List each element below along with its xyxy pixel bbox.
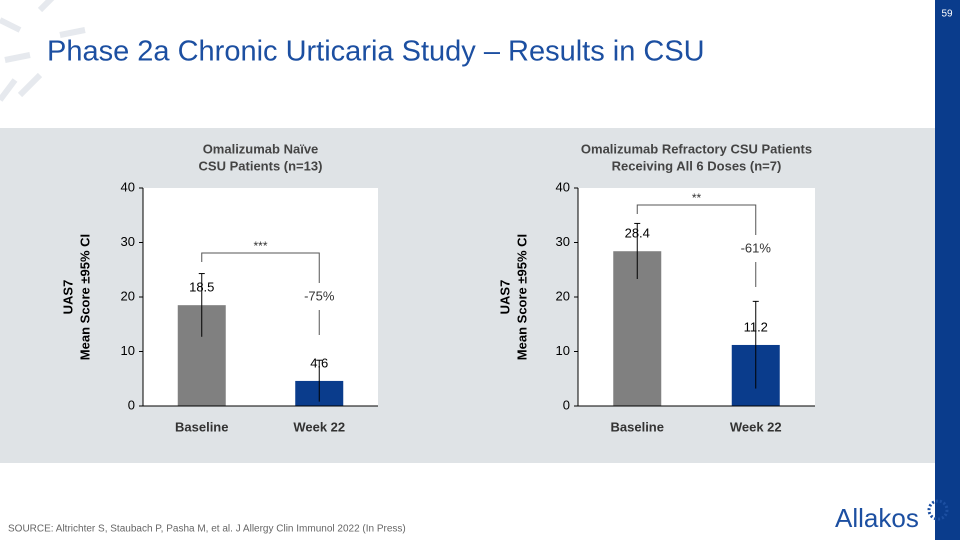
annotation: *** <box>253 239 267 253</box>
annotation: -75% <box>304 288 335 303</box>
y-axis-label: Mean Score ±95% CI <box>514 234 529 360</box>
x-tick-label: Week 22 <box>730 419 782 434</box>
chart-title: Receiving All 6 Doses (n=7) <box>612 158 782 173</box>
y-tick-label: 30 <box>121 234 135 249</box>
page-number: 59 <box>941 9 953 20</box>
y-tick-label: 40 <box>556 179 570 194</box>
y-tick-label: 10 <box>556 343 570 358</box>
y-tick-label: 0 <box>563 397 570 412</box>
value-label: 11.2 <box>744 319 768 334</box>
decoration <box>0 0 86 102</box>
chart-title: Omalizumab Naïve <box>203 141 319 156</box>
x-tick-label: Baseline <box>175 419 228 434</box>
source: SOURCE: Altrichter S, Staubach P, Pasha … <box>8 524 406 535</box>
y-tick-label: 20 <box>556 288 570 303</box>
bracket <box>201 252 320 283</box>
logo-mark <box>927 499 949 521</box>
value-label: 4.6 <box>310 355 328 370</box>
y-tick-label: 20 <box>121 288 135 303</box>
y-tick-label: 40 <box>121 179 135 194</box>
y-axis-label: UAS7 <box>60 280 75 315</box>
y-axis-label: Mean Score ±95% CI <box>77 234 92 360</box>
y-tick-label: 0 <box>128 397 135 412</box>
y-tick-label: 10 <box>121 343 135 358</box>
bracket <box>636 204 757 235</box>
slide-title: Phase 2a Chronic Urticaria Study – Resul… <box>47 36 705 68</box>
x-tick-label: Week 22 <box>293 419 345 434</box>
y-tick-label: 30 <box>556 234 570 249</box>
annotation: -61% <box>741 240 772 255</box>
y-axis-label: UAS7 <box>497 280 512 315</box>
x-tick-label: Baseline <box>611 419 664 434</box>
side-bar <box>935 0 960 540</box>
chart-title: Omalizumab Refractory CSU Patients <box>581 141 812 156</box>
value-label: 28.4 <box>625 226 650 241</box>
logo: Allakos <box>835 503 919 533</box>
value-label: 18.5 <box>189 280 214 295</box>
chart-title: CSU Patients (n=13) <box>199 158 323 173</box>
annotation: ** <box>692 191 702 205</box>
